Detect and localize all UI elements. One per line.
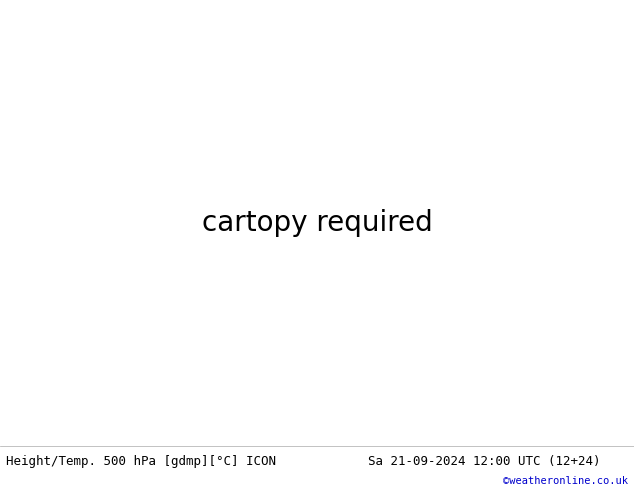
Text: ©weatheronline.co.uk: ©weatheronline.co.uk	[503, 476, 628, 486]
Text: Sa 21-09-2024 12:00 UTC (12+24): Sa 21-09-2024 12:00 UTC (12+24)	[368, 455, 600, 468]
Text: cartopy required: cartopy required	[202, 209, 432, 237]
Text: Height/Temp. 500 hPa [gdmp][°C] ICON: Height/Temp. 500 hPa [gdmp][°C] ICON	[6, 455, 276, 468]
